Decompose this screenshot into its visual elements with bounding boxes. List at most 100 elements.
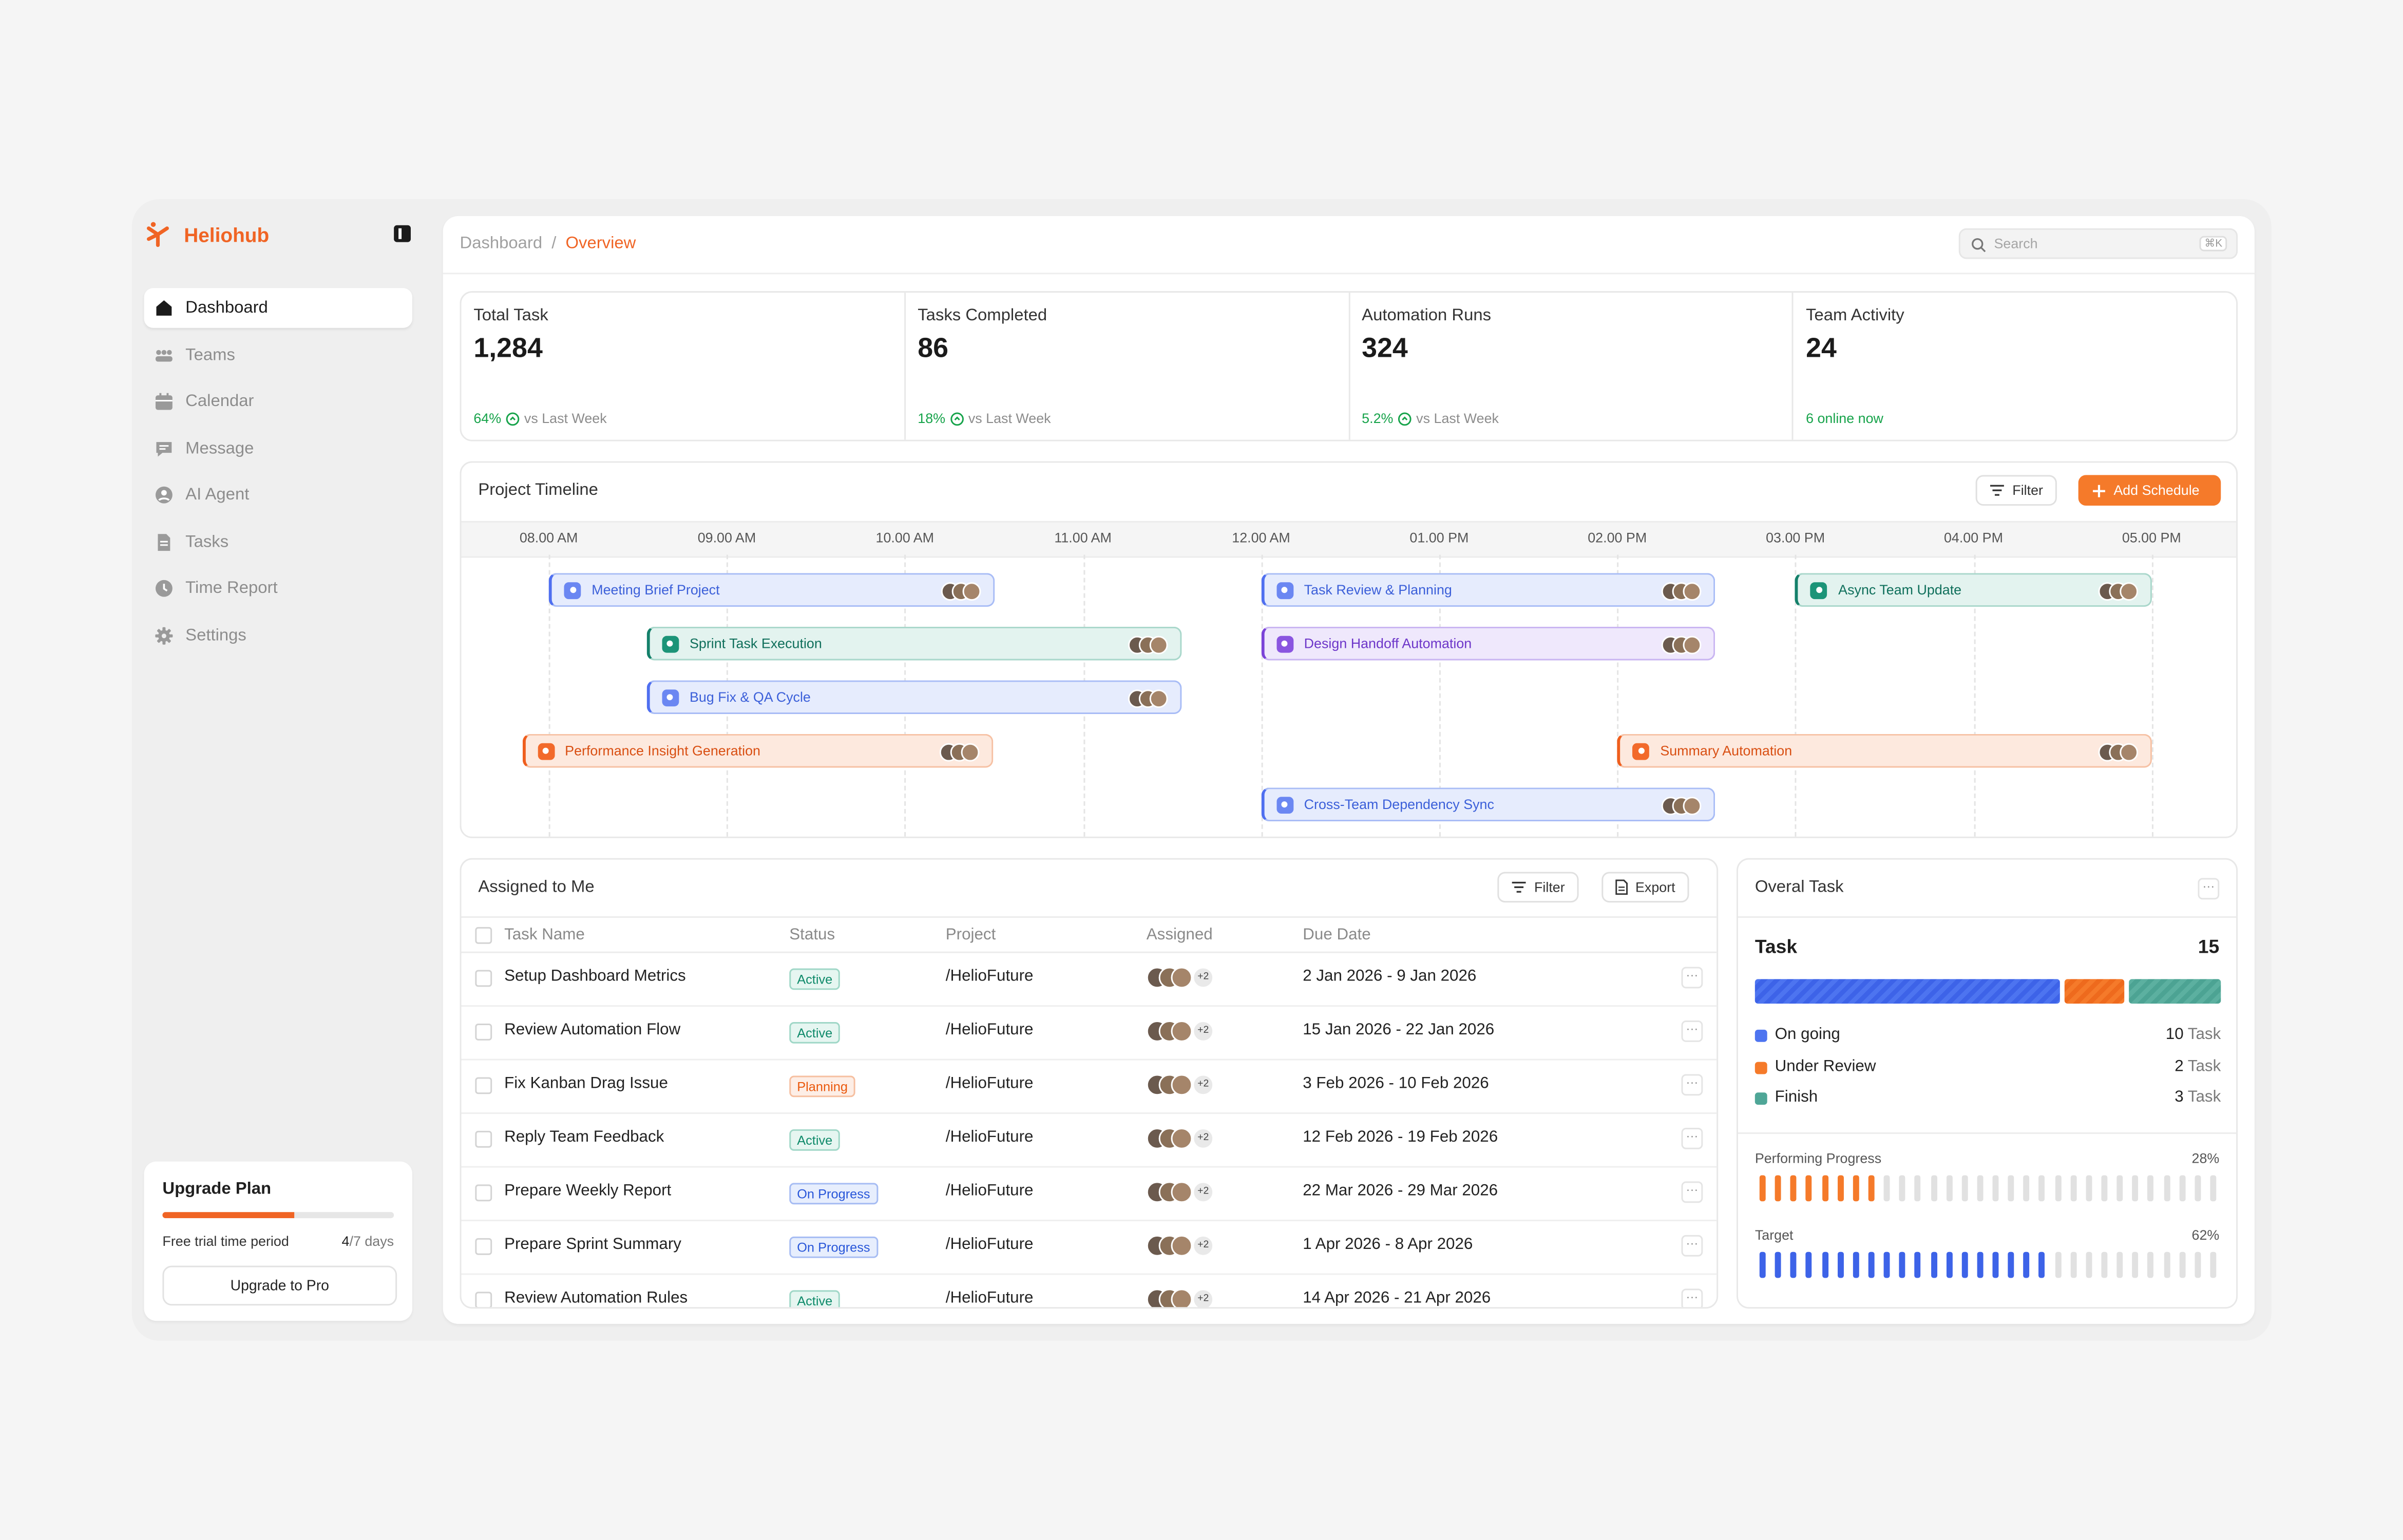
project-name[interactable]: /HelioFuture	[945, 1181, 1034, 1200]
stat-card-team-activity[interactable]: Team Activity 24 6 online now	[1794, 293, 2236, 440]
table-row[interactable]: Review Automation Rules Active/HelioFutur…	[461, 1274, 1717, 1307]
breadcrumb-root[interactable]: Dashboard	[460, 234, 543, 253]
timeline-event[interactable]: Cross-Team Dependency Sync	[1261, 787, 1715, 821]
avatar[interactable]	[1171, 967, 1193, 989]
row-checkbox[interactable]	[475, 1238, 492, 1255]
event-type-icon	[662, 635, 679, 652]
column-header[interactable]: Status	[789, 925, 835, 944]
sidebar-item-message[interactable]: Message	[144, 428, 412, 468]
avatar[interactable]	[1171, 1181, 1193, 1203]
search-input[interactable]: Search ⌘K	[1958, 228, 2238, 259]
stat-card-automation-runs[interactable]: Automation Runs 324 5.2% vs Last Week	[1349, 293, 1794, 440]
table-row[interactable]: Review Automation Flow Active/HelioFuture…	[461, 1005, 1717, 1061]
task-name[interactable]: Prepare Weekly Report	[504, 1181, 672, 1200]
row-assignees[interactable]: +2	[1146, 967, 1214, 989]
row-assignees[interactable]: +2	[1146, 1127, 1214, 1149]
sidebar-item-tasks[interactable]: Tasks	[144, 522, 412, 562]
progress-tick	[1883, 1251, 1890, 1277]
avatar[interactable]	[962, 743, 980, 762]
timeline-event[interactable]: Task Review & Planning	[1261, 573, 1715, 607]
table-row[interactable]: Setup Dashboard Metrics Active/HelioFutur…	[461, 952, 1717, 1007]
avatar[interactable]	[1171, 1288, 1193, 1307]
task-name[interactable]: Review Automation Rules	[504, 1288, 688, 1307]
row-checkbox[interactable]	[475, 970, 492, 987]
table-row[interactable]: Prepare Weekly Report On Progress/HelioFu…	[461, 1166, 1717, 1222]
table-row[interactable]: Reply Team Feedback Active/HelioFuture +2 1…	[461, 1112, 1717, 1168]
timeline-event[interactable]: Sprint Task Execution	[646, 626, 1181, 661]
timeline-filter-button[interactable]: Filter	[1975, 475, 2057, 506]
task-name[interactable]: Setup Dashboard Metrics	[504, 967, 686, 986]
row-assignees[interactable]: +2	[1146, 1074, 1214, 1096]
project-name[interactable]: /HelioFuture	[945, 1127, 1034, 1146]
task-name[interactable]: Review Automation Flow	[504, 1021, 681, 1039]
row-assignees[interactable]: +2	[1146, 1181, 1214, 1203]
row-more-button[interactable]: ···	[1681, 1021, 1703, 1042]
sidebar-item-ai-agent[interactable]: AI Agent	[144, 475, 412, 515]
row-more-button[interactable]: ···	[1681, 1074, 1703, 1096]
stat-card-tasks-completed[interactable]: Tasks Completed 86 18% vs Last Week	[905, 293, 1350, 440]
row-checkbox[interactable]	[475, 1077, 492, 1094]
avatar[interactable]	[1171, 1021, 1193, 1042]
row-assignees[interactable]: +2	[1146, 1288, 1214, 1307]
row-more-button[interactable]: ···	[1681, 967, 1703, 989]
progress-tick	[2163, 1175, 2170, 1202]
upgrade-to-pro-button[interactable]: Upgrade to Pro	[162, 1265, 397, 1306]
row-more-button[interactable]: ···	[1681, 1235, 1703, 1257]
stat-card-total-task[interactable]: Total Task 1,284 64% vs Last Week	[461, 293, 906, 440]
sidebar-item-dashboard[interactable]: Dashboard	[144, 288, 412, 328]
timeline-event[interactable]: Bug Fix & QA Cycle	[646, 680, 1181, 715]
table-row[interactable]: Fix Kanban Drag Issue Planning/HelioFutur…	[461, 1059, 1717, 1114]
row-more-button[interactable]: ···	[1681, 1288, 1703, 1307]
avatar[interactable]	[1683, 797, 1702, 816]
project-name[interactable]: /HelioFuture	[945, 1074, 1034, 1093]
avatar[interactable]	[1149, 689, 1168, 708]
avatar[interactable]	[962, 582, 980, 601]
avatar[interactable]	[1149, 636, 1168, 654]
column-header[interactable]: Due Date	[1303, 925, 1371, 944]
sidebar-item-settings[interactable]: Settings	[144, 615, 412, 655]
project-name[interactable]: /HelioFuture	[945, 1021, 1034, 1039]
more-options-button[interactable]: ···	[2198, 878, 2220, 900]
timeline-event[interactable]: Summary Automation	[1617, 734, 2152, 768]
brand[interactable]: Heliohub	[144, 221, 269, 248]
task-name[interactable]: Prepare Sprint Summary	[504, 1235, 681, 1254]
row-assignees[interactable]: +2	[1146, 1235, 1214, 1257]
row-checkbox[interactable]	[475, 1292, 492, 1307]
timeline-event[interactable]: Design Handoff Automation	[1261, 626, 1715, 661]
table-row[interactable]: Prepare Sprint Summary On Progress/HelioF…	[461, 1220, 1717, 1275]
column-header[interactable]: Task Name	[504, 925, 585, 944]
avatar[interactable]	[2119, 582, 2138, 601]
row-more-button[interactable]: ···	[1681, 1181, 1703, 1203]
assigned-filter-button[interactable]: Filter	[1497, 872, 1579, 903]
column-header[interactable]: Project	[945, 925, 996, 944]
select-all-checkbox[interactable]	[475, 927, 492, 944]
timeline-event[interactable]: Performance Insight Generation	[522, 734, 994, 768]
timeline-event[interactable]: Meeting Brief Project	[548, 573, 994, 607]
row-assignees[interactable]: +2	[1146, 1021, 1214, 1042]
event-assignees	[940, 582, 980, 601]
sidebar-item-calendar[interactable]: Calendar	[144, 381, 412, 421]
project-name[interactable]: /HelioFuture	[945, 967, 1034, 986]
avatar[interactable]	[1171, 1127, 1193, 1149]
stat-trend: 64% vs Last Week	[473, 410, 607, 426]
avatar[interactable]	[1683, 582, 1702, 601]
project-name[interactable]: /HelioFuture	[945, 1288, 1034, 1307]
avatar[interactable]	[2119, 743, 2138, 762]
row-more-button[interactable]: ···	[1681, 1127, 1703, 1149]
add-schedule-button[interactable]: Add Schedule	[2078, 475, 2221, 506]
row-checkbox[interactable]	[475, 1184, 492, 1202]
column-header[interactable]: Assigned	[1146, 925, 1213, 944]
sidebar-item-teams[interactable]: Teams	[144, 335, 412, 375]
avatar[interactable]	[1171, 1235, 1193, 1257]
project-name[interactable]: /HelioFuture	[945, 1235, 1034, 1254]
sidebar-item-time-report[interactable]: Time Report	[144, 568, 412, 608]
row-checkbox[interactable]	[475, 1023, 492, 1041]
timeline-event[interactable]: Async Team Update	[1795, 573, 2152, 607]
avatar[interactable]	[1683, 636, 1702, 654]
row-checkbox[interactable]	[475, 1130, 492, 1148]
task-name[interactable]: Fix Kanban Drag Issue	[504, 1074, 668, 1093]
export-button[interactable]: Export	[1601, 872, 1689, 903]
sidebar-collapse-icon[interactable]	[394, 225, 411, 242]
task-name[interactable]: Reply Team Feedback	[504, 1127, 664, 1146]
avatar[interactable]	[1171, 1074, 1193, 1096]
